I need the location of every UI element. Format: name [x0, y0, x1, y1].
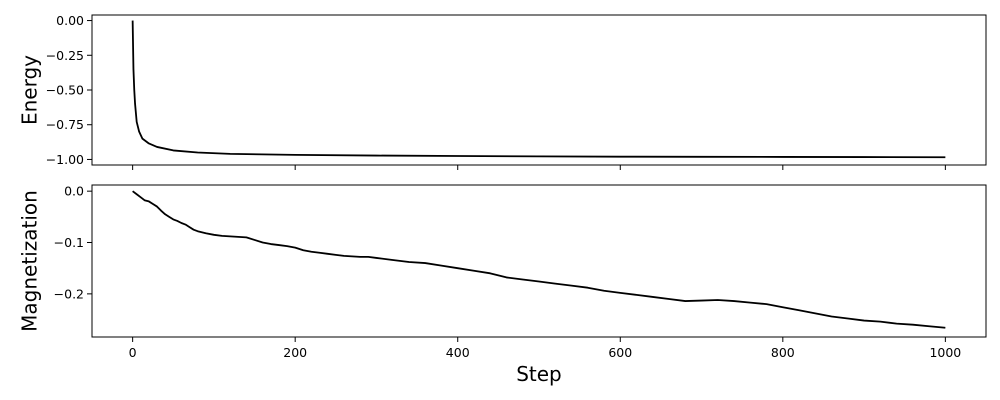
y-tick-label: 0.00 [56, 13, 84, 28]
energy-y-axis-label: Energy [18, 55, 42, 125]
y-tick-label: −0.25 [46, 48, 84, 63]
y-tick-label: −0.2 [54, 286, 84, 301]
series-line [132, 190, 946, 329]
energy-y-ticks: 0.00 −0.25 −0.50 −0.75 −1.00 [46, 13, 92, 167]
magnetization-x-ticks: 0 200 400 600 800 1000 [129, 337, 961, 360]
magnetization-y-ticks: 0.0 −0.1 −0.2 [54, 184, 92, 301]
x-tick-label: 0 [129, 345, 137, 360]
y-tick-label: −0.1 [54, 235, 84, 250]
energy-panel: 0.00 −0.25 −0.50 −0.75 −1.00 Energy [18, 13, 987, 170]
x-tick-label: 200 [283, 345, 307, 360]
y-tick-label: −0.50 [46, 83, 84, 98]
series-line [131, 20, 946, 159]
magnetization-y-axis-label: Magnetization [18, 190, 42, 332]
step-x-axis-label: Step [516, 362, 562, 386]
y-tick-label: −1.00 [46, 152, 84, 167]
magnetization-series [132, 190, 946, 329]
energy-x-ticks [132, 165, 946, 170]
x-tick-label: 800 [771, 345, 795, 360]
y-tick-label: −0.75 [46, 117, 84, 132]
magnetization-axes-frame [91, 184, 987, 338]
x-tick-label: 1000 [929, 345, 961, 360]
magnetization-panel: 0.0 −0.1 −0.2 0 200 400 600 800 1000 Magnetizat… [18, 184, 987, 386]
x-tick-label: 600 [608, 345, 632, 360]
y-tick-label: 0.0 [64, 184, 84, 199]
x-tick-label: 400 [446, 345, 470, 360]
energy-series [131, 20, 946, 159]
